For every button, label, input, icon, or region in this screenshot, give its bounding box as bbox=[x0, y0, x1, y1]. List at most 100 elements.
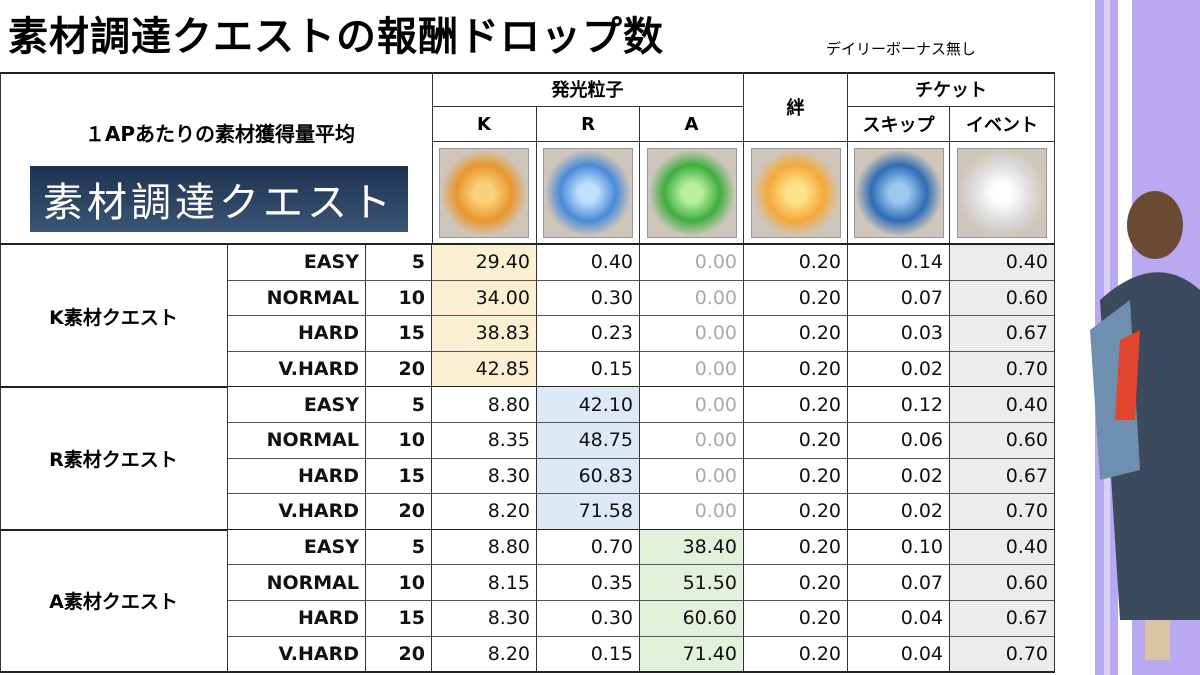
icon-image bbox=[853, 147, 944, 238]
group-header: 発光粒子 bbox=[432, 72, 744, 107]
drop-value: 0.40 bbox=[950, 245, 1055, 281]
drop-value: 0.00 bbox=[640, 494, 744, 530]
difficulty: NORMAL bbox=[228, 565, 366, 601]
drop-value: 0.20 bbox=[744, 636, 848, 673]
drop-value: 0.20 bbox=[744, 423, 848, 459]
drop-value: 42.10 bbox=[537, 387, 640, 423]
ap-cost: 5 bbox=[366, 529, 432, 566]
drop-value: 0.03 bbox=[848, 316, 950, 352]
drop-value: 0.40 bbox=[950, 529, 1055, 566]
difficulty: V.HARD bbox=[228, 351, 366, 388]
drop-value: 0.20 bbox=[744, 387, 848, 423]
note: デイリーボーナス無し bbox=[826, 40, 977, 58]
drop-value: 0.70 bbox=[537, 529, 640, 566]
drop-value: 8.30 bbox=[432, 601, 537, 637]
drop-value: 42.85 bbox=[432, 351, 537, 388]
page-title: 素材調達クエストの報酬ドロップ数 bbox=[8, 14, 664, 60]
group-header: 絆 bbox=[744, 72, 848, 142]
drop-value: 0.60 bbox=[950, 565, 1055, 601]
difficulty: NORMAL bbox=[228, 423, 366, 459]
drop-value: 0.02 bbox=[848, 351, 950, 388]
drop-value: 0.20 bbox=[744, 494, 848, 530]
drop-value: 0.14 bbox=[848, 245, 950, 281]
ap-cost: 10 bbox=[366, 565, 432, 601]
icon-image bbox=[750, 147, 841, 238]
drop-value: 0.20 bbox=[744, 529, 848, 566]
column-header: スキップ bbox=[848, 107, 950, 142]
group-header: チケット bbox=[848, 72, 1055, 107]
drop-value: 0.30 bbox=[537, 601, 640, 637]
ap-cost: 20 bbox=[366, 494, 432, 530]
drop-value: 0.15 bbox=[537, 636, 640, 673]
drop-value: 60.83 bbox=[537, 458, 640, 495]
drop-value: 0.00 bbox=[640, 458, 744, 495]
drop-value: 0.07 bbox=[848, 280, 950, 317]
ap-cost: 20 bbox=[366, 636, 432, 673]
drop-value: 0.20 bbox=[744, 280, 848, 317]
ap-cost: 20 bbox=[366, 351, 432, 388]
drop-value: 29.40 bbox=[432, 245, 537, 281]
drop-value: 0.20 bbox=[744, 351, 848, 388]
difficulty: V.HARD bbox=[228, 636, 366, 673]
drop-value: 0.30 bbox=[537, 280, 640, 317]
drop-value: 0.40 bbox=[537, 245, 640, 281]
drop-value: 0.67 bbox=[950, 316, 1055, 352]
drop-value: 8.20 bbox=[432, 636, 537, 673]
drop-value: 34.00 bbox=[432, 280, 537, 317]
drop-value: 8.35 bbox=[432, 423, 537, 459]
drop-value: 0.60 bbox=[950, 280, 1055, 317]
difficulty: HARD bbox=[228, 601, 366, 637]
drop-value: 0.20 bbox=[744, 565, 848, 601]
drop-value: 0.00 bbox=[640, 351, 744, 388]
drop-value: 0.20 bbox=[744, 245, 848, 281]
drop-value: 38.83 bbox=[432, 316, 537, 352]
group-divider bbox=[0, 671, 1055, 674]
drop-value: 8.30 bbox=[432, 458, 537, 495]
group-name: K素材クエスト bbox=[0, 245, 228, 388]
difficulty: EASY bbox=[228, 529, 366, 566]
drop-value: 0.00 bbox=[640, 387, 744, 423]
drop-value: 0.00 bbox=[640, 245, 744, 281]
icon bbox=[537, 142, 640, 243]
column-header: R bbox=[537, 107, 640, 142]
ap-cost: 15 bbox=[366, 601, 432, 637]
column-header: K bbox=[432, 107, 537, 142]
drop-value: 8.20 bbox=[432, 494, 537, 530]
drop-value: 0.04 bbox=[848, 636, 950, 673]
drop-value: 71.40 bbox=[640, 636, 744, 673]
drop-value: 0.60 bbox=[950, 423, 1055, 459]
drop-value: 0.20 bbox=[744, 458, 848, 495]
column-header: イベント bbox=[950, 107, 1055, 142]
drop-value: 51.50 bbox=[640, 565, 744, 601]
icon bbox=[640, 142, 744, 243]
drop-value: 0.10 bbox=[848, 529, 950, 566]
header-divider bbox=[0, 243, 1055, 245]
drop-value: 48.75 bbox=[537, 423, 640, 459]
drop-value: 8.15 bbox=[432, 565, 537, 601]
drop-value: 0.23 bbox=[537, 316, 640, 352]
ap-cost: 5 bbox=[366, 387, 432, 423]
drop-value: 0.20 bbox=[744, 601, 848, 637]
drop-value: 0.07 bbox=[848, 565, 950, 601]
drop-value: 0.70 bbox=[950, 494, 1055, 530]
difficulty: NORMAL bbox=[228, 280, 366, 317]
icon-image bbox=[957, 147, 1047, 238]
icon-image bbox=[543, 147, 633, 238]
column-header: A bbox=[640, 107, 744, 142]
drop-value: 0.70 bbox=[950, 351, 1055, 388]
ap-cost: 15 bbox=[366, 458, 432, 495]
icon-image bbox=[439, 147, 529, 238]
drop-value: 0.35 bbox=[537, 565, 640, 601]
difficulty: V.HARD bbox=[228, 494, 366, 530]
drop-value: 8.80 bbox=[432, 387, 537, 423]
icon bbox=[432, 142, 537, 243]
difficulty: EASY bbox=[228, 387, 366, 423]
drop-value: 0.67 bbox=[950, 458, 1055, 495]
ap-cost: 5 bbox=[366, 245, 432, 281]
drop-value: 0.12 bbox=[848, 387, 950, 423]
icon bbox=[848, 142, 950, 243]
caption: １APあたりの素材獲得量平均 bbox=[84, 122, 356, 146]
drop-value: 0.00 bbox=[640, 423, 744, 459]
banner: 素材調達クエスト bbox=[30, 166, 408, 232]
